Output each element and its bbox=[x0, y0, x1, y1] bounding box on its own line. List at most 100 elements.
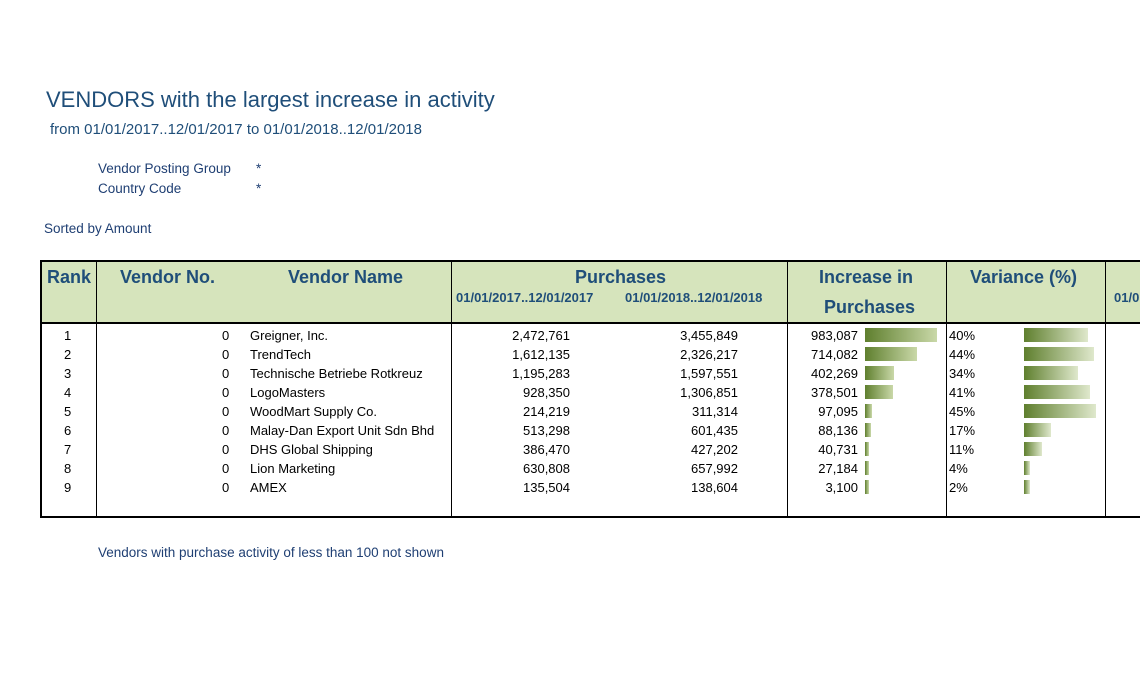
variance-bar bbox=[1024, 385, 1090, 399]
cell-vendor-name: WoodMart Supply Co. bbox=[250, 404, 377, 419]
cell-purchases-period-2: 657,992 bbox=[691, 461, 738, 476]
increase-bar bbox=[865, 461, 869, 475]
cell-purchases-period-1: 1,195,283 bbox=[512, 366, 570, 381]
increase-bar bbox=[865, 328, 937, 342]
cell-rank: 6 bbox=[64, 423, 72, 438]
cell-increase: 402,269 bbox=[811, 366, 858, 381]
cell-rank: 5 bbox=[64, 404, 72, 419]
cell-vendor-name: Lion Marketing bbox=[250, 461, 336, 476]
variance-bar bbox=[1024, 404, 1096, 418]
column-divider bbox=[96, 262, 97, 516]
increase-bar bbox=[865, 385, 893, 399]
cell-vendor-no: 0 bbox=[222, 404, 230, 419]
cell-purchases-period-1: 135,504 bbox=[523, 480, 570, 495]
cell-vendor-no: 0 bbox=[222, 385, 230, 400]
column-divider bbox=[787, 262, 788, 516]
cell-vendor-name: Greigner, Inc. bbox=[250, 328, 329, 343]
cell-rank: 4 bbox=[64, 385, 72, 400]
cell-increase: 3,100 bbox=[825, 480, 858, 495]
cell-vendor-no: 0 bbox=[222, 347, 230, 362]
cell-variance: 40% bbox=[949, 328, 976, 343]
cell-purchases-period-2: 601,435 bbox=[691, 423, 738, 438]
cell-rank: 9 bbox=[64, 480, 72, 495]
cell-purchases-period-2: 138,604 bbox=[691, 480, 738, 495]
report-title: VENDORS with the largest increase in act… bbox=[46, 87, 495, 112]
variance-bar bbox=[1024, 461, 1030, 475]
header-period-1: 01/01/2017..12/01/2017 bbox=[456, 290, 594, 305]
header-vendor-name: Vendor Name bbox=[288, 267, 404, 287]
cell-vendor-no: 0 bbox=[222, 461, 230, 476]
cell-purchases-period-2: 427,202 bbox=[691, 442, 738, 457]
cell-vendor-name: LogoMasters bbox=[250, 385, 326, 400]
header-variance: Variance (%) bbox=[970, 267, 1078, 287]
cell-vendor-no: 0 bbox=[222, 442, 230, 457]
cell-vendor-name: Technische Betriebe Rotkreuz bbox=[250, 366, 423, 381]
cell-variance: 4% bbox=[949, 461, 968, 476]
cell-purchases-period-1: 214,219 bbox=[523, 404, 570, 419]
header-increase: Increase in bbox=[819, 267, 914, 287]
cell-variance: 17% bbox=[949, 423, 976, 438]
increase-bar bbox=[865, 480, 869, 494]
cell-variance: 45% bbox=[949, 404, 976, 419]
increase-bar bbox=[865, 423, 871, 437]
cell-increase: 983,087 bbox=[811, 328, 858, 343]
cell-variance: 44% bbox=[949, 347, 976, 362]
cell-vendor-no: 0 bbox=[222, 328, 230, 343]
cell-rank: 8 bbox=[64, 461, 72, 476]
cell-increase: 88,136 bbox=[818, 423, 858, 438]
increase-bar bbox=[865, 404, 872, 418]
variance-bar bbox=[1024, 480, 1030, 494]
vendor-table: Rank Vendor No. Vendor Name Purchases 01… bbox=[40, 260, 1140, 518]
cell-vendor-name: TrendTech bbox=[250, 347, 311, 362]
report-subtitle: from 01/01/2017..12/01/2017 to 01/01/201… bbox=[50, 121, 422, 138]
variance-bar bbox=[1024, 366, 1078, 380]
cell-variance: 11% bbox=[949, 442, 975, 457]
increase-bar bbox=[865, 347, 917, 361]
cell-rank: 3 bbox=[64, 366, 72, 381]
cell-vendor-no: 0 bbox=[222, 480, 230, 495]
cell-purchases-period-1: 2,472,761 bbox=[512, 328, 570, 343]
header-purchases: Purchases bbox=[575, 267, 667, 287]
header-rank: Rank bbox=[47, 267, 92, 287]
footnote: Vendors with purchase activity of less t… bbox=[98, 545, 444, 560]
variance-bar bbox=[1024, 442, 1042, 456]
cell-variance: 34% bbox=[949, 366, 976, 381]
cell-increase: 378,501 bbox=[811, 385, 858, 400]
cell-rank: 2 bbox=[64, 347, 72, 362]
cell-increase: 97,095 bbox=[818, 404, 858, 419]
cell-vendor-no: 0 bbox=[222, 366, 230, 381]
cell-variance: 41% bbox=[949, 385, 976, 400]
filter-label-vendor-posting-group: Vendor Posting Group bbox=[98, 161, 231, 176]
sort-description: Sorted by Amount bbox=[44, 221, 152, 236]
column-divider bbox=[1105, 262, 1106, 516]
header-next-period: 01/0 bbox=[1114, 290, 1140, 305]
cell-increase: 27,184 bbox=[818, 461, 858, 476]
increase-bar bbox=[865, 366, 894, 380]
cell-purchases-period-2: 2,326,217 bbox=[680, 347, 738, 362]
cell-variance: 2% bbox=[949, 480, 968, 495]
variance-bar bbox=[1024, 328, 1088, 342]
cell-purchases-period-1: 928,350 bbox=[523, 385, 570, 400]
column-divider bbox=[451, 262, 452, 516]
increase-bar bbox=[865, 442, 869, 456]
filter-label-country-code: Country Code bbox=[98, 181, 182, 196]
column-divider bbox=[946, 262, 947, 516]
cell-purchases-period-2: 3,455,849 bbox=[680, 328, 738, 343]
cell-purchases-period-1: 630,808 bbox=[523, 461, 570, 476]
header-vendor-no: Vendor No. bbox=[120, 267, 216, 287]
filter-value-country-code: * bbox=[256, 181, 262, 196]
header-increase-purchases: Purchases bbox=[824, 297, 916, 317]
cell-vendor-name: DHS Global Shipping bbox=[250, 442, 373, 457]
table-header bbox=[42, 262, 1140, 324]
cell-vendor-no: 0 bbox=[222, 423, 230, 438]
cell-vendor-name: AMEX bbox=[250, 480, 287, 495]
header-period-2: 01/01/2018..12/01/2018 bbox=[625, 290, 763, 305]
cell-purchases-period-1: 386,470 bbox=[523, 442, 570, 457]
cell-vendor-name: Malay-Dan Export Unit Sdn Bhd bbox=[250, 423, 435, 438]
cell-rank: 7 bbox=[64, 442, 72, 457]
cell-purchases-period-2: 1,306,851 bbox=[680, 385, 738, 400]
variance-bar bbox=[1024, 423, 1051, 437]
cell-purchases-period-2: 311,314 bbox=[691, 404, 738, 419]
cell-rank: 1 bbox=[64, 328, 72, 343]
cell-increase: 40,731 bbox=[818, 442, 858, 457]
